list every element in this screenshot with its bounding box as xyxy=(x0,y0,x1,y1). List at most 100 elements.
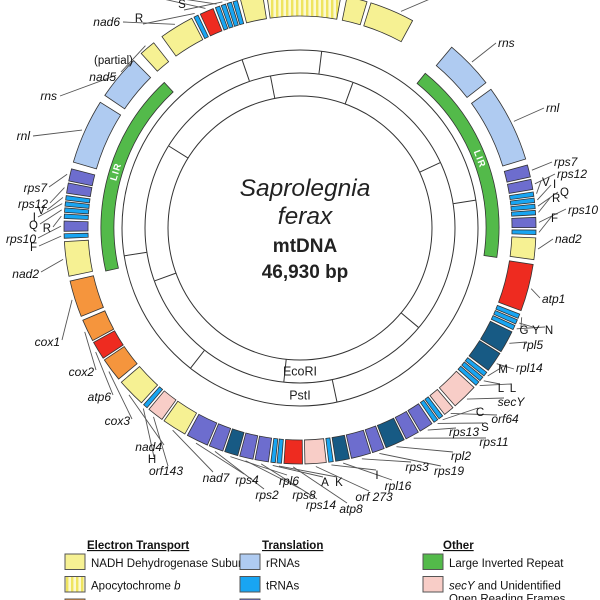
leader-line xyxy=(538,197,551,213)
gene-segment-nad5-partial- xyxy=(140,42,170,72)
gene-label-rps13: rps13 xyxy=(449,425,479,439)
gene-segment-nad7 xyxy=(163,400,198,435)
gene-label-rps10: rps10 xyxy=(568,203,598,217)
gene-label-v: V xyxy=(542,177,550,189)
gene-segment-k xyxy=(276,438,284,464)
gene-label-s: S xyxy=(481,422,489,434)
leader-line xyxy=(530,288,541,299)
leader-line xyxy=(400,0,429,12)
gene-label-g: G xyxy=(520,325,529,337)
leader-line xyxy=(496,363,515,370)
gene-label-orf64: orf64 xyxy=(491,412,519,426)
leader-line xyxy=(214,450,265,490)
gene-segment-rnl xyxy=(470,88,527,167)
gene-segment-rpl6 xyxy=(224,428,245,457)
gene-segment-l xyxy=(457,365,480,386)
gene-segment-rps10 xyxy=(511,216,537,229)
restriction-ring-2 xyxy=(167,95,433,361)
gene-label-v: V xyxy=(37,205,45,217)
gene-label-rnl: rnl xyxy=(546,101,560,115)
leader-line xyxy=(153,416,169,467)
leader-line xyxy=(195,442,245,475)
gene-label-rps2: rps2 xyxy=(255,488,279,502)
gene-segment-nad2 xyxy=(63,239,93,277)
restriction-site-tick xyxy=(190,350,205,369)
leader-line xyxy=(59,74,117,97)
leader-line xyxy=(361,458,412,463)
ecori-ring-label: EcoRI xyxy=(283,365,317,379)
leader-line xyxy=(272,465,324,478)
gene-label-a: A xyxy=(321,477,329,489)
legend-label-cob: Apocytochrome b xyxy=(91,581,181,593)
leader-line xyxy=(183,1,223,11)
gene-label-r: R xyxy=(43,223,51,235)
legend-label-lir: Large Inverted Repeat xyxy=(449,558,564,570)
gene-segment-rps13 xyxy=(407,403,433,432)
legend-swatch-nadh xyxy=(64,553,86,570)
leader-line xyxy=(536,180,542,194)
gene-label-rps10: rps10 xyxy=(6,232,36,246)
gene-segment-rpl2 xyxy=(376,417,405,449)
lir-band-label: LIR xyxy=(471,149,488,170)
gene-label-nad4: nad4 xyxy=(135,440,162,454)
gene-label-f: F xyxy=(551,213,558,225)
gene-segment-rps7 xyxy=(503,164,531,183)
gene-label-h: H xyxy=(148,454,156,466)
legend-header-2: Other xyxy=(443,540,474,552)
gene-segment-rps12 xyxy=(506,178,534,194)
leader-line xyxy=(466,397,505,400)
gene-segment-nadh-1 xyxy=(341,0,368,26)
gene-label-nad2: nad2 xyxy=(12,267,39,281)
gene-label-i: I xyxy=(375,470,378,482)
gene-segment-r xyxy=(510,209,537,217)
gene-label-rpl6: rpl6 xyxy=(279,474,299,488)
legend-label-rrna: rRNAs xyxy=(266,558,300,570)
leader-line xyxy=(46,197,64,211)
gene-segment-orf143 xyxy=(148,390,177,420)
gene-segment-secy xyxy=(438,370,475,407)
leader-line xyxy=(120,45,146,73)
restriction-site-tick xyxy=(124,251,147,257)
gene-segment-v xyxy=(65,195,91,204)
gene-label-rps12: rps12 xyxy=(557,167,587,181)
gene-segment-f xyxy=(511,229,537,236)
gene-label-rps14: rps14 xyxy=(306,498,336,512)
leader-line xyxy=(292,466,348,504)
gene-segment-q xyxy=(510,203,536,212)
restriction-site-tick xyxy=(168,145,189,159)
legend-label-nadh: NADH Dehydrogenase Subunits xyxy=(91,558,256,570)
leader-line xyxy=(479,383,512,387)
center-title-size: 46,930 bp xyxy=(262,262,349,283)
leader-line xyxy=(331,464,377,471)
leader-line xyxy=(427,427,457,431)
center-title-genus: Saprolegnia xyxy=(240,175,371,202)
gene-label-nad6: nad6 xyxy=(93,15,120,29)
leader-line xyxy=(534,173,556,185)
gene-segment-s xyxy=(419,399,439,423)
gene-label-cox3: cox3 xyxy=(105,414,131,428)
gene-segment-nadh-2 xyxy=(363,2,414,43)
leader-line xyxy=(315,466,370,492)
leader-line xyxy=(49,187,65,204)
leader-line xyxy=(537,184,552,201)
restriction-ring-1 xyxy=(144,72,456,384)
center-title-molecule: mtDNA xyxy=(273,236,338,257)
gene-segment-nadh-70 xyxy=(240,0,267,24)
gene-label-i: I xyxy=(553,179,556,191)
gene-label-nad7: nad7 xyxy=(203,471,231,485)
gene-label-rpl5: rpl5 xyxy=(523,338,543,352)
gene-segment-l xyxy=(461,361,484,382)
gene-label-r: R xyxy=(552,193,560,205)
leader-line xyxy=(40,259,64,273)
leader-line xyxy=(278,465,338,478)
gene-label-rns: rns xyxy=(498,36,515,50)
gene-segment-rns xyxy=(435,46,487,99)
gene-label-cox1: cox1 xyxy=(35,335,60,349)
gene-label-rps3: rps3 xyxy=(405,460,429,474)
gene-segment-rps12 xyxy=(66,182,93,198)
restriction-site-tick xyxy=(318,51,323,74)
gene-label-rps11: rps11 xyxy=(479,435,508,449)
leader-line xyxy=(538,208,567,223)
leader-line xyxy=(48,173,68,188)
